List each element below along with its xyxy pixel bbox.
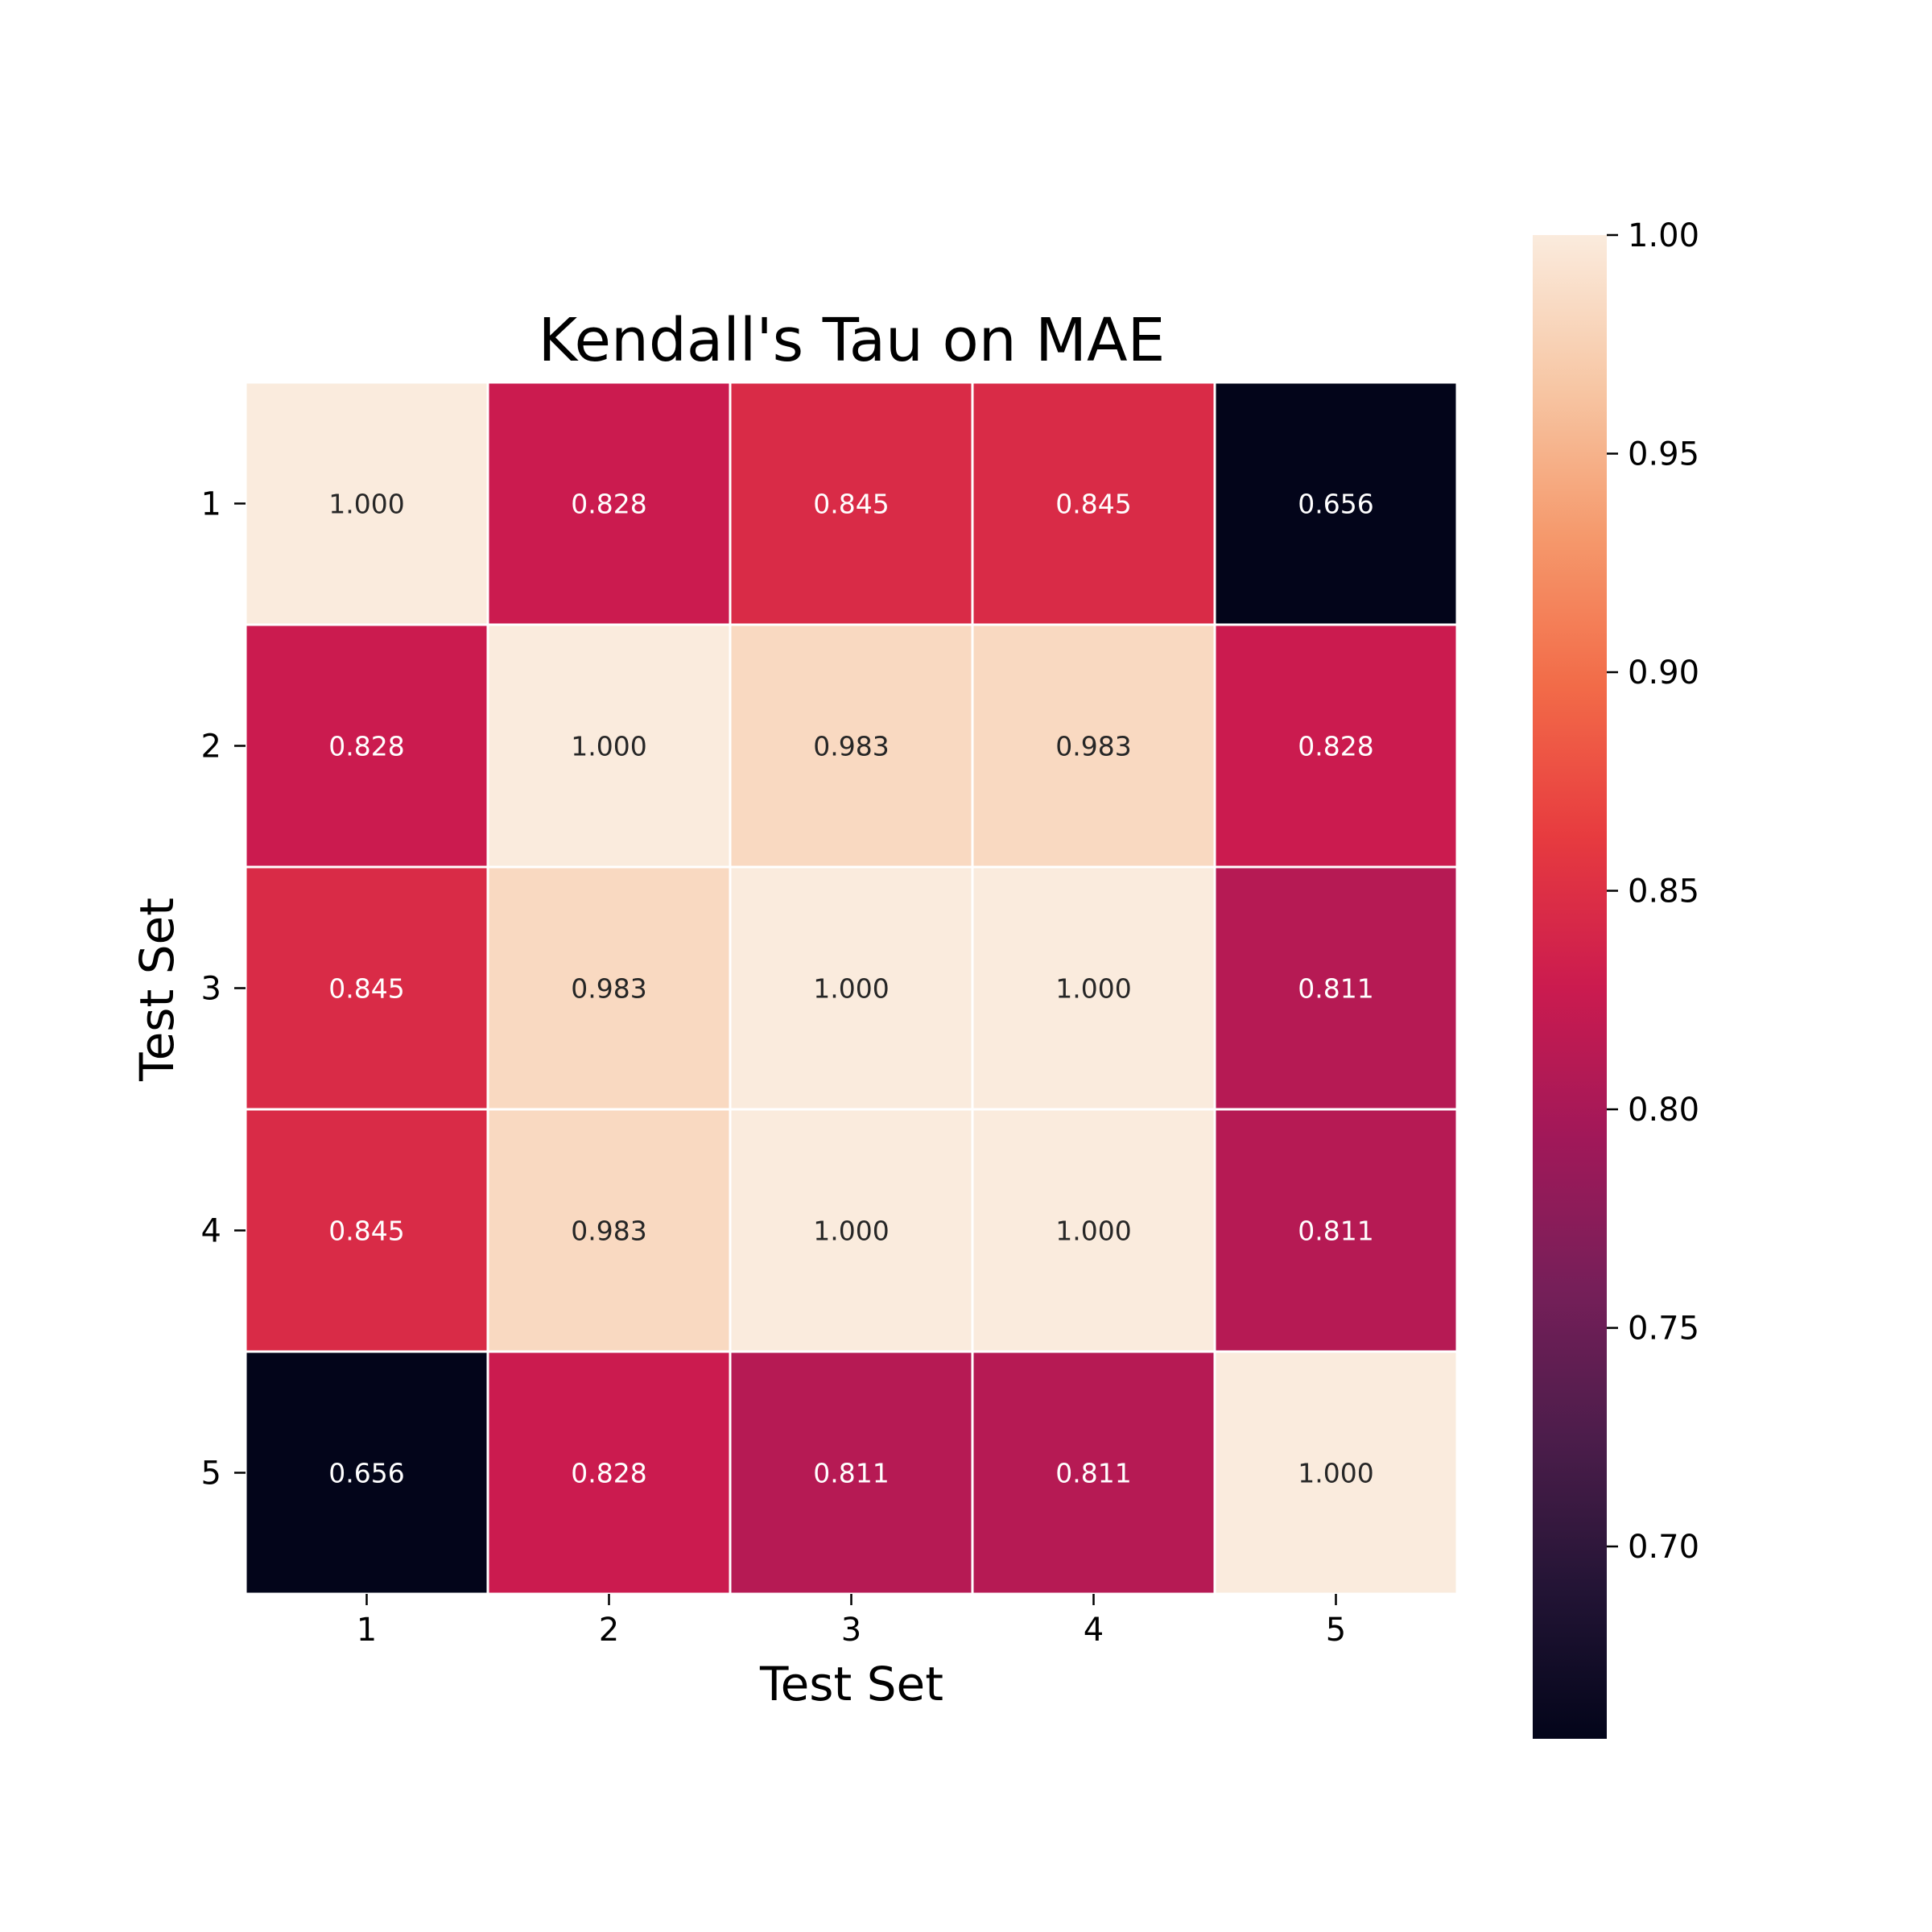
heatmap-cell: 0.656 [244,1350,489,1596]
colorbar-gradient [1533,235,1607,1739]
cell-value-label: 0.845 [328,973,404,1005]
cell-value-label: 1.000 [1055,1216,1131,1247]
heatmap-cell: 0.828 [244,623,489,869]
heatmap-cell: 1.000 [729,865,974,1111]
heatmap-cell: 0.983 [729,623,974,869]
cell-value-label: 0.656 [328,1458,404,1489]
heatmap-cell: 0.983 [486,1108,732,1353]
y-tick-label: 5 [201,1455,221,1492]
heatmap-cell: 0.811 [971,1350,1216,1596]
cell-value-label: 1.000 [1298,1458,1373,1489]
heatmap-cell: 1.000 [486,623,732,869]
x-tick-label: 2 [599,1612,619,1649]
heatmap-cell-rect [244,1350,489,1596]
heatmap-cell-rect [729,1108,974,1353]
cell-value-label: 0.983 [1055,731,1131,762]
heatmap-cell-rect [486,1108,732,1353]
colorbar: 0.70 0.75 0.80 0.85 0.90 0.95 1.00 [1533,217,1699,1739]
heatmap-cell: 0.983 [971,623,1216,869]
heatmap-cell-rect [1213,1108,1459,1353]
x-tick-label: 3 [841,1612,861,1649]
heatmap-cell-rect [486,381,732,626]
x-tick-label: 4 [1084,1612,1104,1649]
heatmap-cell: 0.845 [729,381,974,626]
colorbar-tick-label: 0.80 [1628,1092,1699,1129]
x-tick-label: 1 [357,1612,377,1649]
heatmap-cells: 1.000 0.828 0.845 0.845 0.656 0.828 1.000 0.983… [244,381,1459,1596]
heatmap-cell: 1.000 [729,1108,974,1353]
heatmap-cell-rect [486,865,732,1111]
x-axis: 1 2 3 4 5 [357,1594,1346,1649]
y-tick-label: 4 [201,1213,221,1250]
y-axis-label: Test Set [130,898,184,1082]
y-tick-label: 2 [201,729,221,766]
heatmap-cell: 1.000 [971,1108,1216,1353]
heatmap-cell-rect [1213,381,1459,626]
cell-value-label: 0.983 [571,973,646,1005]
heatmap-cell: 1.000 [971,865,1216,1111]
heatmap-cell-rect [1213,1350,1459,1596]
chart-title: Kendall's Tau on MAE [539,306,1166,375]
heatmap-cell: 0.983 [486,865,732,1111]
cell-value-label: 0.845 [328,1216,404,1247]
cell-value-label: 1.000 [328,489,404,520]
colorbar-tick-label: 0.85 [1628,873,1699,910]
heatmap-cell-rect [971,865,1216,1111]
x-axis-label: Test Set [759,1657,943,1711]
colorbar-tick-label: 1.00 [1628,217,1699,254]
cell-value-label: 0.811 [813,1458,889,1489]
heatmap-cell-rect [244,623,489,869]
heatmap-cell-rect [729,1350,974,1596]
heatmap-cell: 0.828 [486,381,732,626]
heatmap-cell: 0.828 [1213,623,1459,869]
heatmap-cell-rect [1213,865,1459,1111]
cell-value-label: 1.000 [1055,973,1131,1005]
heatmap-cell: 0.845 [971,381,1216,626]
heatmap-cell-rect [971,381,1216,626]
heatmap-cell-rect [971,1108,1216,1353]
cell-value-label: 0.983 [571,1216,646,1247]
heatmap-cell: 0.811 [1213,1108,1459,1353]
heatmap-cell-rect [486,1350,732,1596]
cell-value-label: 1.000 [571,731,646,762]
heatmap-cell: 1.000 [244,381,489,626]
y-tick-label: 3 [201,971,221,1008]
heatmap-cell: 0.828 [486,1350,732,1596]
colorbar-tick-label: 0.70 [1628,1529,1699,1566]
heatmap-cell: 1.000 [1213,1350,1459,1596]
heatmap-cell-rect [1213,623,1459,869]
cell-value-label: 0.811 [1298,973,1373,1005]
heatmap-cell-rect [729,381,974,626]
cell-value-label: 0.811 [1055,1458,1131,1489]
cell-value-label: 0.828 [571,489,646,520]
cell-value-label: 0.845 [1055,489,1131,520]
heatmap-cell: 0.811 [729,1350,974,1596]
heatmap-cell: 0.845 [244,865,489,1111]
colorbar-tick-label: 0.90 [1628,654,1699,691]
y-tick-label: 1 [201,486,221,523]
cell-value-label: 1.000 [813,1216,889,1247]
heatmap-cell-rect [244,381,489,626]
cell-value-label: 1.000 [813,973,889,1005]
heatmap-cell: 0.656 [1213,381,1459,626]
cell-value-label: 0.983 [813,731,889,762]
heatmap-cell: 0.845 [244,1108,489,1353]
cell-value-label: 0.828 [1298,731,1373,762]
cell-value-label: 0.828 [328,731,404,762]
heatmap-cell-rect [729,623,974,869]
heatmap-cell-rect [729,865,974,1111]
cell-value-label: 0.656 [1298,489,1373,520]
cell-value-label: 0.811 [1298,1216,1373,1247]
y-axis: 1 2 3 4 5 [201,486,246,1492]
cell-value-label: 0.828 [571,1458,646,1489]
cell-value-label: 0.845 [813,489,889,520]
colorbar-tick-label: 0.75 [1628,1311,1699,1348]
colorbar-tick-label: 0.95 [1628,436,1699,473]
x-tick-label: 5 [1326,1612,1346,1649]
heatmap-cell: 0.811 [1213,865,1459,1111]
